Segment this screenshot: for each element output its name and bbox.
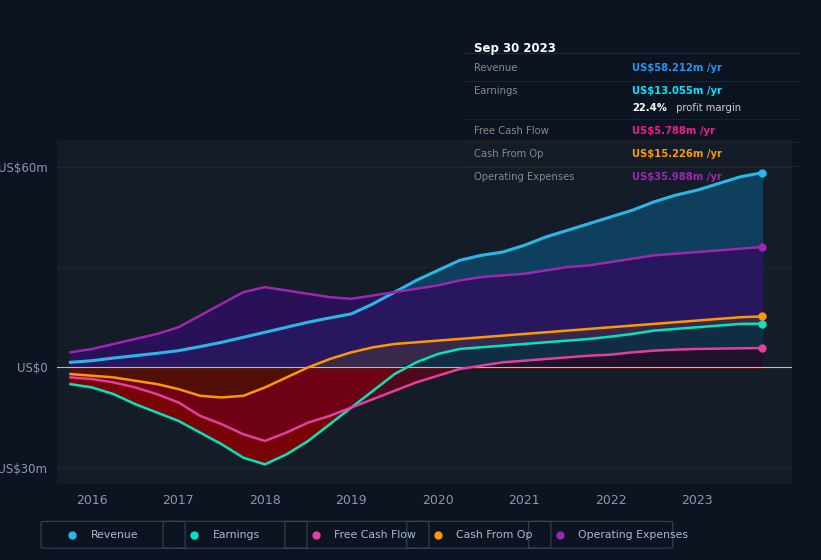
Text: Operating Expenses: Operating Expenses	[474, 172, 575, 182]
Text: US$5.788m /yr: US$5.788m /yr	[632, 126, 715, 136]
Text: Cash From Op: Cash From Op	[456, 530, 533, 540]
Text: Revenue: Revenue	[474, 63, 517, 73]
Text: Revenue: Revenue	[90, 530, 138, 540]
Text: US$35.988m /yr: US$35.988m /yr	[632, 172, 722, 182]
Text: Earnings: Earnings	[213, 530, 259, 540]
Text: US$13.055m /yr: US$13.055m /yr	[632, 86, 722, 96]
Text: profit margin: profit margin	[672, 103, 741, 113]
Text: Sep 30 2023: Sep 30 2023	[474, 41, 556, 55]
Text: Cash From Op: Cash From Op	[474, 149, 544, 159]
Text: Earnings: Earnings	[474, 86, 517, 96]
Text: US$58.212m /yr: US$58.212m /yr	[632, 63, 722, 73]
Text: Free Cash Flow: Free Cash Flow	[334, 530, 416, 540]
Text: US$15.226m /yr: US$15.226m /yr	[632, 149, 722, 159]
Text: Free Cash Flow: Free Cash Flow	[474, 126, 548, 136]
Text: Operating Expenses: Operating Expenses	[578, 530, 688, 540]
Text: 22.4%: 22.4%	[632, 103, 667, 113]
